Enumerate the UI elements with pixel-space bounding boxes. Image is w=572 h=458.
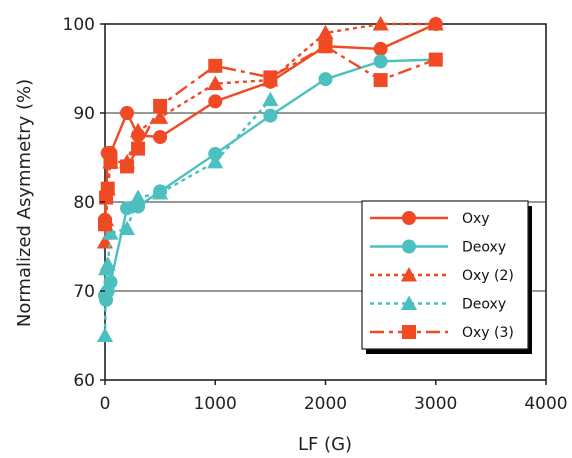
legend-marker [400,266,418,282]
legend-label: Oxy [462,211,490,227]
data-point [120,106,135,120]
series-line [103,98,272,336]
data-point [318,72,333,87]
data-point [427,15,444,31]
data-point [102,225,119,240]
x-tick-label: 3000 [414,394,457,414]
legend-marker [400,295,418,310]
data-point [131,141,146,156]
legend-label: Deoxy [462,297,506,313]
data-point [263,108,278,123]
data-point [373,54,388,69]
y-axis-title: Normalized Asymmetry (%) [14,79,35,327]
data-point [100,181,115,196]
data-point [152,185,169,200]
y-tick-label: 90 [73,104,95,124]
data-point [130,122,147,138]
data-point [372,15,389,31]
series-oxy-3-4 [98,39,443,232]
data-point [99,256,116,271]
data-point [373,41,388,56]
y-tick-label: 70 [73,282,95,302]
data-point [153,130,168,145]
data-point [207,75,224,91]
data-point [373,73,388,88]
data-point [207,153,224,169]
data-point [317,24,334,40]
data-point [208,94,223,109]
legend-label: Oxy (2) [462,268,514,284]
data-point [130,189,147,204]
legend-marker [402,211,416,225]
y-tick-label: 100 [63,15,95,35]
data-point [103,154,118,169]
data-point [153,98,168,113]
x-axis-title: LF (G) [298,434,352,455]
data-point [98,217,112,232]
data-point [152,109,169,124]
series-deoxy-3 [96,91,279,342]
y-tick-label: 80 [73,193,95,213]
y-tick-label: 60 [73,371,95,391]
legend-label: Oxy (3) [462,325,514,341]
legend-marker [402,239,416,254]
data-point [120,201,135,216]
legend: Oxy Deoxy Oxy (2) Deoxy Oxy (3) [361,200,532,354]
data-point [120,159,135,174]
data-point [428,52,443,67]
x-tick-label: 1000 [194,394,237,414]
x-tick-label: 4000 [524,394,567,414]
data-point [263,70,278,85]
data-point [119,220,136,236]
data-point [96,327,114,342]
series-layer [96,15,444,342]
x-tick-label: 0 [100,394,111,414]
x-tick-label: 2000 [304,394,347,414]
data-point [318,39,333,54]
legend-label: Deoxy [462,240,506,256]
legend-marker [402,325,416,339]
data-point [262,91,279,107]
data-point [208,58,223,73]
